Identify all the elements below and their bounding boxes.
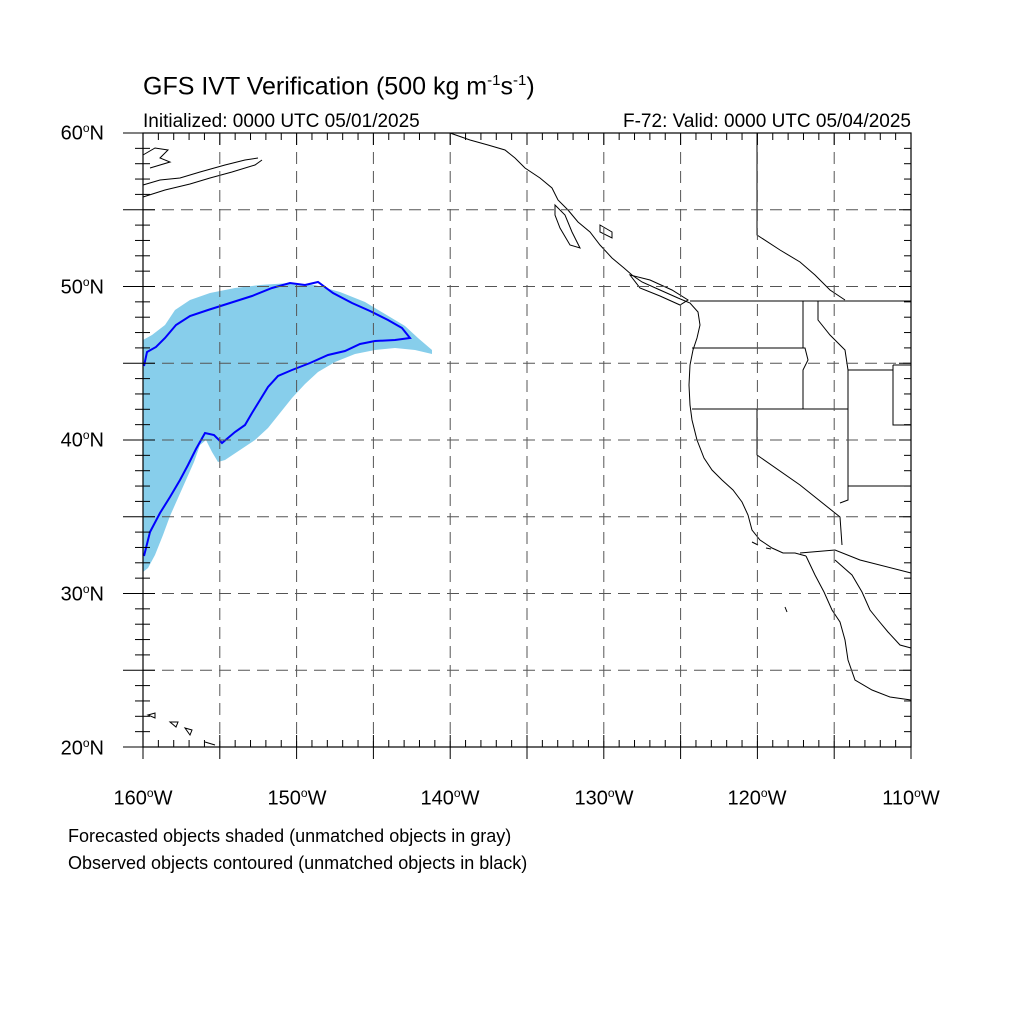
borders: [690, 133, 912, 574]
alaska-coast: [142, 147, 263, 198]
lon-label-140w: 140oW: [420, 786, 480, 810]
lon-label-160w: 160oW: [113, 786, 173, 810]
state-borders: [692, 301, 911, 546]
lon-label-120w: 120oW: [727, 786, 787, 810]
lat-label-40: 40oN: [60, 428, 104, 452]
us-mexico-border: [799, 549, 912, 574]
init-time-label: Initialized: 0000 UTC 05/01/2025: [143, 111, 420, 132]
observed-note: Observed objects contoured (unmatched ob…: [68, 853, 528, 873]
forecast-object-shaded: [143, 283, 432, 572]
baja-coast: [805, 555, 912, 701]
axis-ticks: [123, 132, 912, 759]
gulf-of-alaska-coast: [449, 132, 807, 557]
canada-province-line: [756, 133, 846, 301]
lat-label-60: 60oN: [60, 121, 104, 145]
coastlines: [142, 132, 912, 746]
lat-label-20: 20oN: [60, 736, 104, 760]
lat-label-50: 50oN: [60, 275, 104, 299]
observed-object-contour: [143, 280, 412, 557]
lon-label-130w: 130oW: [574, 786, 634, 810]
lon-label-110w: 110oW: [882, 786, 940, 810]
vancouver-island: [628, 274, 689, 306]
valid-time-label: F-72: Valid: 0000 UTC 05/04/2025: [623, 111, 911, 132]
map-title: GFS IVT Verification (500 kg m-1s-1): [143, 72, 535, 101]
channel-islands: [751, 541, 788, 613]
hawaii-islands: [146, 712, 216, 746]
forecast-note: Forecasted objects shaded (unmatched obj…: [68, 826, 512, 846]
bc-islands: [554, 203, 613, 249]
lat-label-30: 30oN: [60, 582, 104, 606]
lon-label-150w: 150oW: [267, 786, 327, 810]
gridlines: [143, 133, 911, 747]
